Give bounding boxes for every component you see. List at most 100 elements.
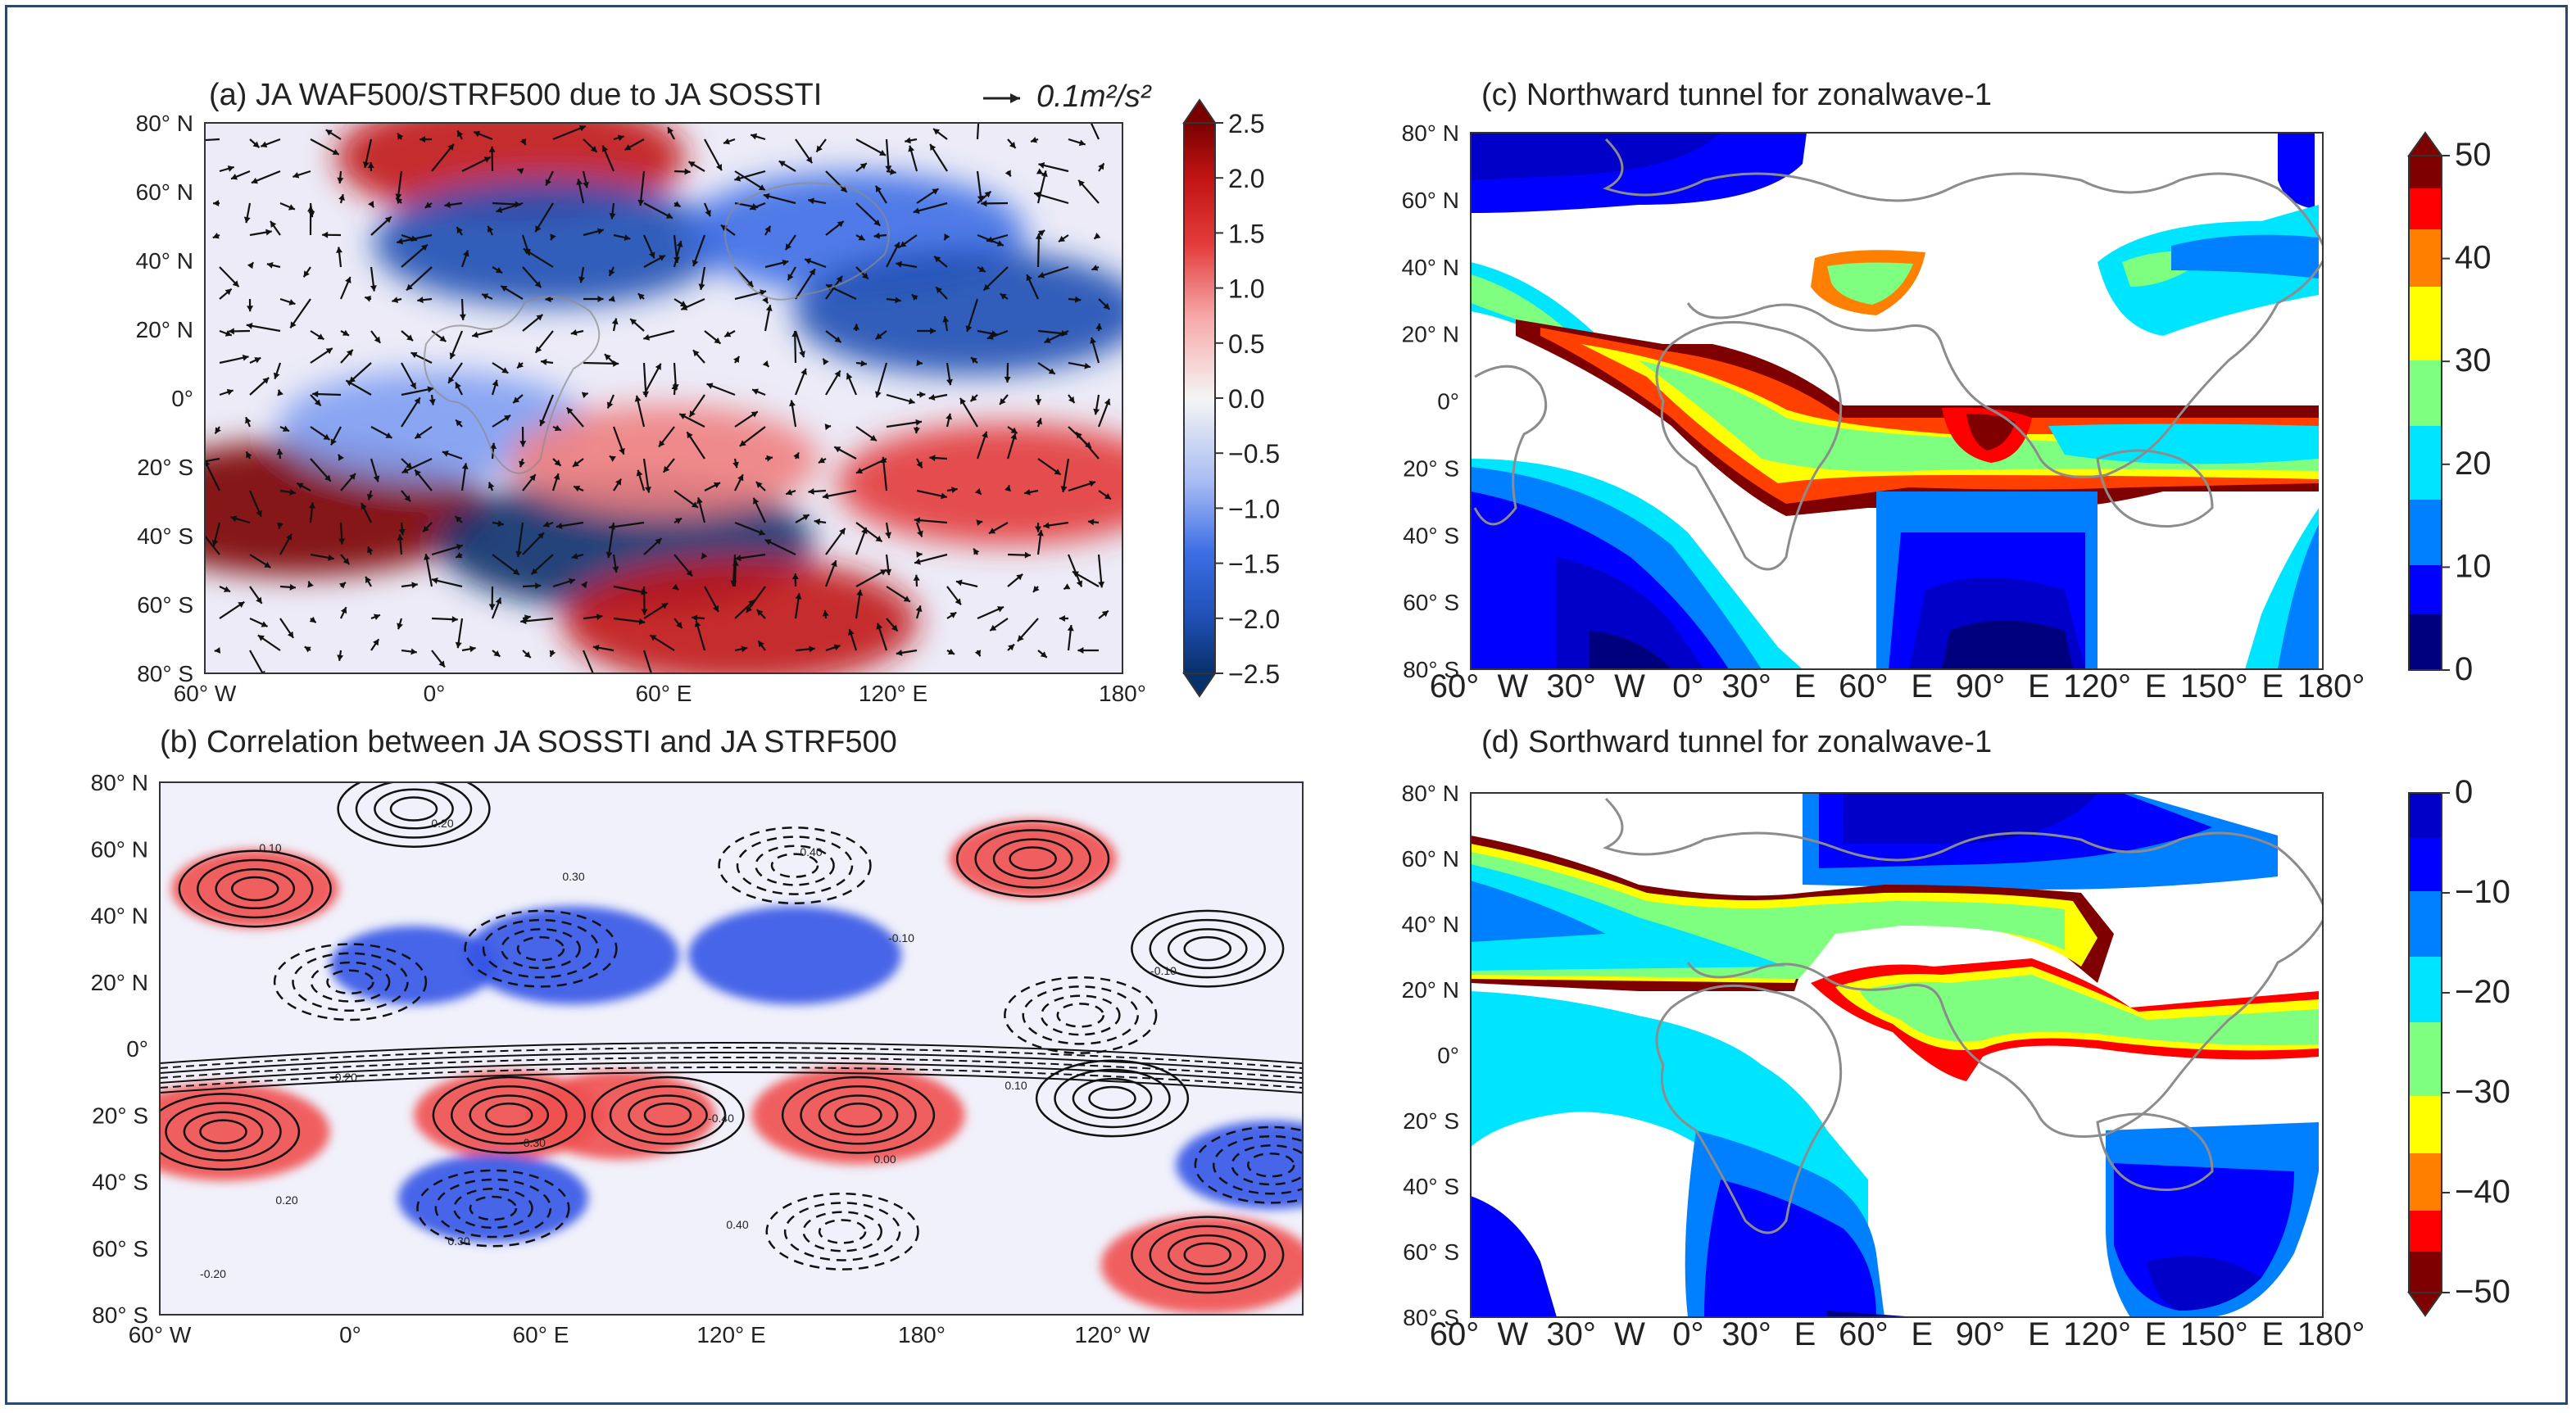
contour-label: -0.30	[519, 1136, 546, 1149]
wave-flux-arrowhead	[763, 192, 770, 200]
correlation-contour	[783, 1202, 901, 1261]
correlation-contour	[432, 1076, 586, 1154]
wave-flux-arrowhead	[991, 330, 998, 337]
wave-flux-arrowhead	[406, 283, 413, 291]
panel-a: (a) JA WAF500/STRF500 due to JA SOSSTI 0…	[136, 78, 1281, 706]
wave-flux-arrowhead	[534, 281, 542, 288]
wave-flux-arrowhead	[583, 181, 589, 188]
correlation-contour	[160, 1093, 301, 1171]
correlation-contour	[643, 1103, 692, 1128]
wave-flux-arrowhead	[895, 297, 901, 304]
wave-flux-arrowhead	[723, 138, 730, 145]
wave-flux-arrowhead	[986, 236, 993, 243]
correlation-contour	[1183, 935, 1231, 962]
correlation-contour	[485, 1103, 533, 1128]
wave-flux-arrowhead	[513, 396, 520, 404]
wave-flux-arrowhead	[553, 473, 560, 480]
wave-flux-arrowhead	[493, 650, 501, 657]
wave-flux-arrowhead	[818, 457, 826, 464]
wave-flux-arrowhead	[261, 141, 268, 148]
x-tick-label: E	[1794, 668, 1816, 704]
wave-flux-arrowhead	[398, 528, 406, 536]
correlation-blob	[160, 1082, 330, 1181]
correlation-contour	[591, 1076, 745, 1154]
y-tick-label: 80° S	[1403, 657, 1459, 682]
wave-flux-arrowhead	[1078, 139, 1086, 147]
wave-flux-arrow	[976, 123, 980, 140]
wave-flux-arrowhead	[673, 201, 681, 207]
wave-flux-arrowhead	[456, 552, 463, 559]
x-tick-label: W	[1614, 668, 1645, 704]
wave-flux-arrowhead	[431, 577, 438, 584]
wave-flux-arrowhead	[890, 168, 896, 175]
correlation-contour	[609, 1085, 727, 1145]
wave-flux-arrowhead	[955, 579, 963, 586]
wave-flux-arrowhead	[420, 136, 426, 143]
wave-flux-arrow	[639, 170, 646, 206]
correlation-contour	[160, 1071, 1303, 1094]
wave-flux-arrowhead	[439, 335, 447, 342]
wave-flux-arrowhead	[449, 352, 456, 360]
wave-flux-arrowhead	[1036, 530, 1044, 537]
wave-flux-arrowhead	[444, 202, 451, 208]
wave-flux-arrowhead	[824, 423, 832, 431]
correlation-contour	[464, 909, 618, 988]
wave-flux-arrow	[642, 650, 653, 673]
panel-d-coastline-eurasia	[1603, 797, 2323, 1138]
wave-flux-arrowhead	[802, 514, 810, 521]
wave-flux-arrowhead	[395, 193, 402, 200]
wave-flux-arrowhead	[800, 368, 807, 375]
wave-flux-arrow	[431, 143, 455, 172]
wave-flux-arrowhead	[1091, 265, 1099, 271]
correlation-contour	[434, 1178, 552, 1239]
contour-label: -0.10	[888, 931, 914, 944]
wave-flux-arrowhead	[243, 216, 251, 224]
x-tick-label: 60° W	[174, 681, 237, 706]
wave-flux-arrowhead	[1077, 647, 1084, 654]
wave-flux-arrowhead	[977, 195, 984, 202]
wave-flux-arrow	[1033, 192, 1069, 205]
y-tick-label: 60° S	[92, 1236, 148, 1261]
wave-flux-arrowhead	[1036, 168, 1043, 174]
wave-flux-arrow	[205, 534, 220, 555]
panel-d-coastline-africa	[1655, 984, 1843, 1234]
wave-flux-arrowhead	[896, 649, 903, 656]
wave-flux-arrowhead	[346, 349, 353, 356]
wave-flux-arrowhead	[1090, 337, 1096, 344]
wave-flux-arrowhead	[609, 455, 616, 462]
correlation-contour	[199, 1119, 247, 1144]
y-tick-label: 20° S	[1403, 1108, 1459, 1134]
wave-flux-arrowhead	[748, 600, 755, 607]
wave-flux-arrowhead	[831, 560, 837, 568]
x-tick-label: 60° W	[129, 1322, 192, 1347]
wave-flux-arrow	[795, 268, 816, 300]
wave-flux-arrowhead	[822, 492, 829, 500]
colorbar-tick-label: 0.0	[1228, 384, 1264, 414]
x-tick-label: 60° E	[636, 681, 692, 706]
wave-flux-arrowhead	[469, 645, 476, 653]
wave-flux-arrowhead	[609, 269, 615, 276]
wave-flux-arrowhead	[256, 596, 262, 604]
wave-flux-arrowhead	[1043, 522, 1050, 529]
panel-c-map	[1471, 133, 2323, 669]
wave-flux-arrowhead	[1000, 293, 1007, 300]
wave-flux-arrowhead	[590, 146, 597, 152]
x-tick-label: 30°	[1546, 1316, 1596, 1352]
wave-flux-arrowhead	[392, 297, 399, 304]
wave-flux-arrowhead	[406, 462, 412, 469]
wave-flux-arrowhead	[976, 519, 983, 527]
wave-flux-arrowhead	[228, 328, 234, 335]
wave-flux-arrowhead	[687, 432, 693, 439]
x-tick-label: 120° W	[1074, 1322, 1150, 1347]
colorbar-tick-label: −40	[2455, 1174, 2510, 1210]
correlation-contour	[160, 1057, 1303, 1079]
wave-flux-arrowhead	[713, 482, 720, 489]
correlation-contour	[416, 1169, 570, 1248]
wave-flux-arrowhead	[297, 482, 304, 489]
wave-flux-arrowhead	[474, 130, 481, 138]
correlation-contour	[1213, 1134, 1303, 1195]
wave-flux-arrowhead	[612, 566, 619, 573]
wave-flux-arrow	[1090, 123, 1100, 140]
wave-flux-arrowhead	[264, 561, 271, 568]
panel-c-colorbar-max-extend	[2407, 131, 2443, 156]
